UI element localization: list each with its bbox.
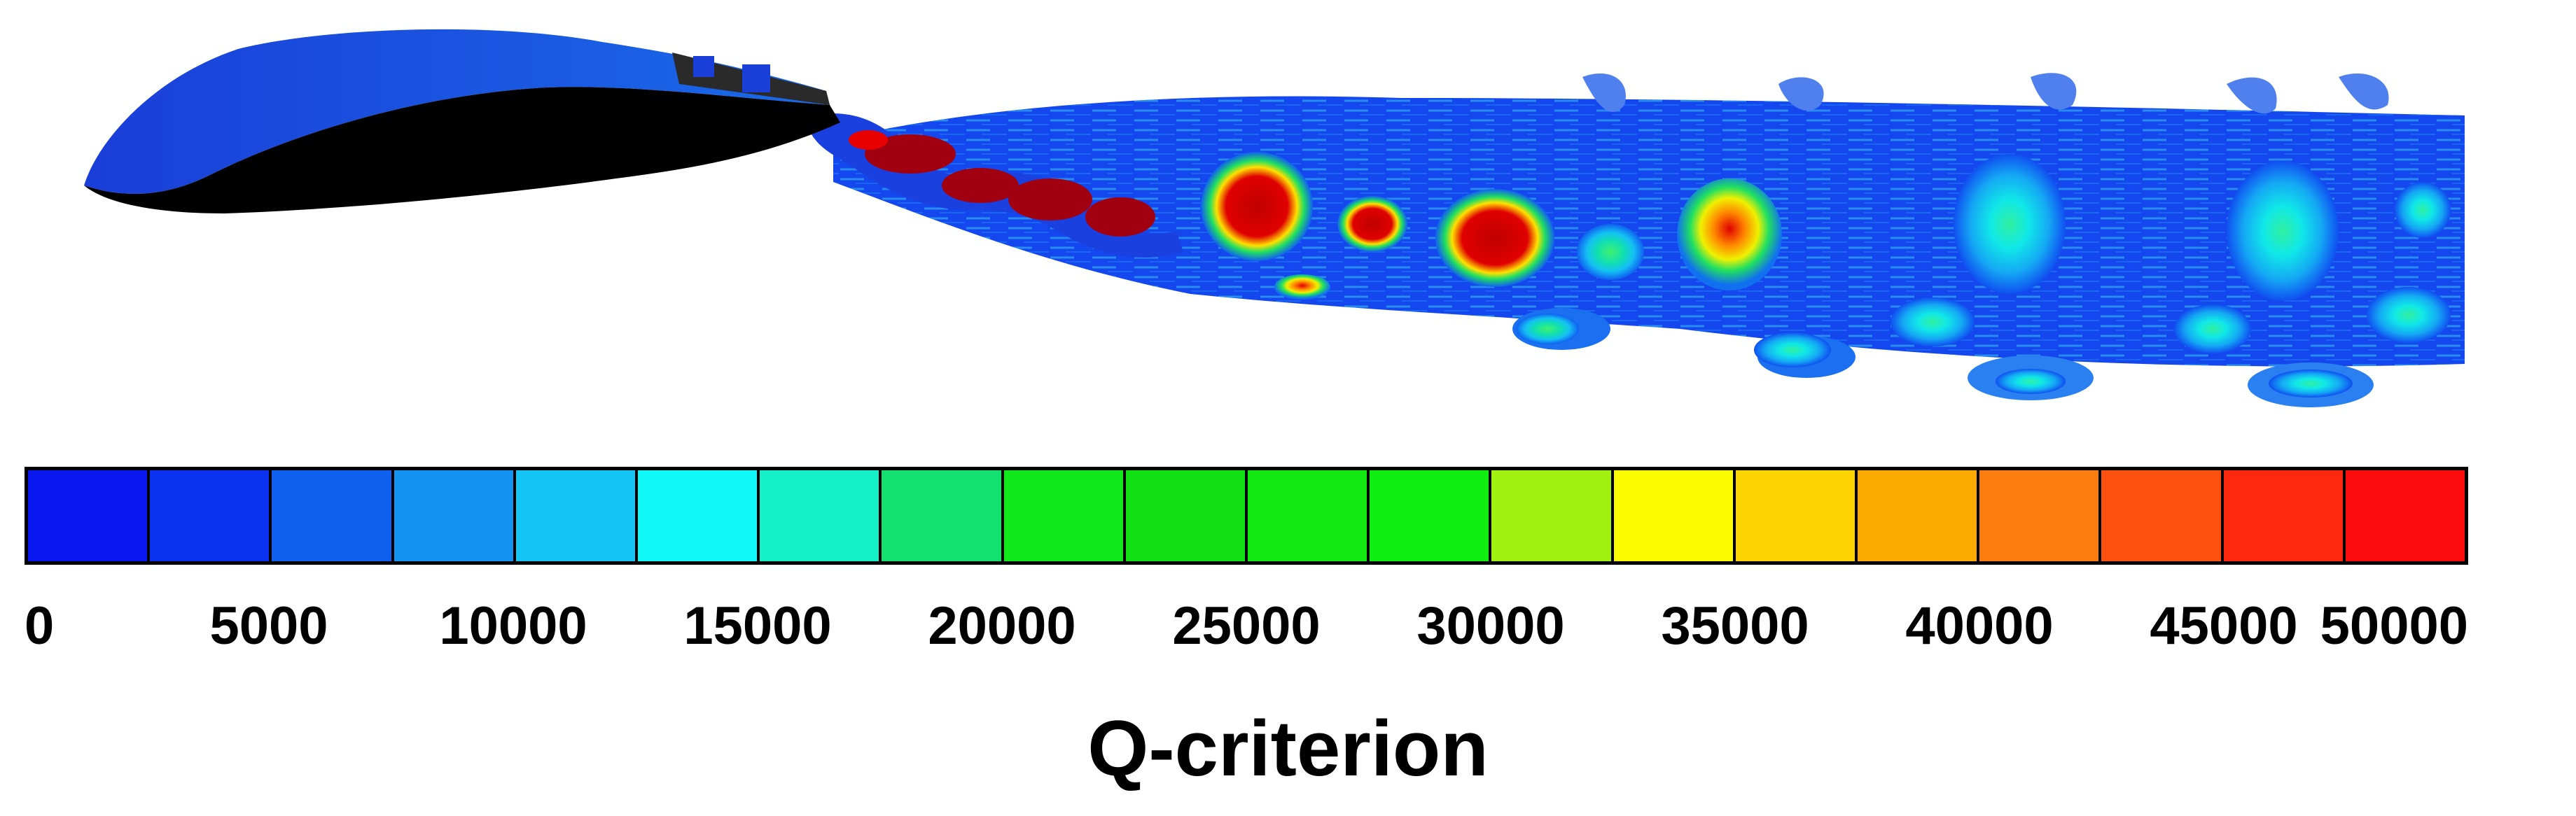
colorbar-swatch [1370,470,1492,561]
colorbar-swatch [28,470,151,561]
colorbar-tick-label: 40000 [1905,596,2054,656]
colorbar-swatch [882,470,1004,561]
colorbar-swatch [272,470,394,561]
colorbar-swatch [150,470,272,561]
colorbar-swatch [1003,470,1126,561]
colorbar-tick-label: 45000 [2150,596,2298,656]
q-criterion-vortex-visualization [84,29,2465,407]
colorbar-swatch [394,470,516,561]
colorbar-tick-label: 0 [25,596,55,656]
colorbar-tick-labels: 0 5000 10000 15000 20000 25000 30000 35000 40000… [0,598,2576,654]
colorbar-swatch [515,470,639,561]
colorbar-tick-label: 10000 [439,596,587,656]
colorbar [25,467,2468,565]
colorbar-swatch [1735,470,1858,561]
colorbar-swatch [1858,470,1980,561]
colorbar-title: Q-criterion [1087,705,1489,792]
colorbar-swatch [2101,470,2224,561]
colorbar-swatch [1979,470,2102,561]
colorbar-tick-label: 30000 [1416,596,1565,656]
colorbar-tick-label: 25000 [1172,596,1321,656]
colorbar-swatch [1248,470,1370,561]
near-wake-vortices [805,113,1183,258]
colorbar-tick-label: 50000 [2320,596,2468,656]
colorbar-swatch [1613,470,1736,561]
colorbar-swatch [1491,470,1614,561]
colorbar-tick-label: 5000 [209,596,328,656]
colorbar-swatch [2223,470,2346,561]
colorbar-tick-label: 15000 [683,596,832,656]
colorbar-swatch [1125,470,1248,561]
colorbar-tick-label: 35000 [1661,596,1809,656]
colorbar-swatch [2345,470,2465,561]
colorbar-tick-label: 20000 [928,596,1076,656]
vortex-cores [1201,152,2451,398]
airfoil-blade [84,29,840,213]
colorbar-swatch [760,470,882,561]
colorbar-swatch [638,470,760,561]
